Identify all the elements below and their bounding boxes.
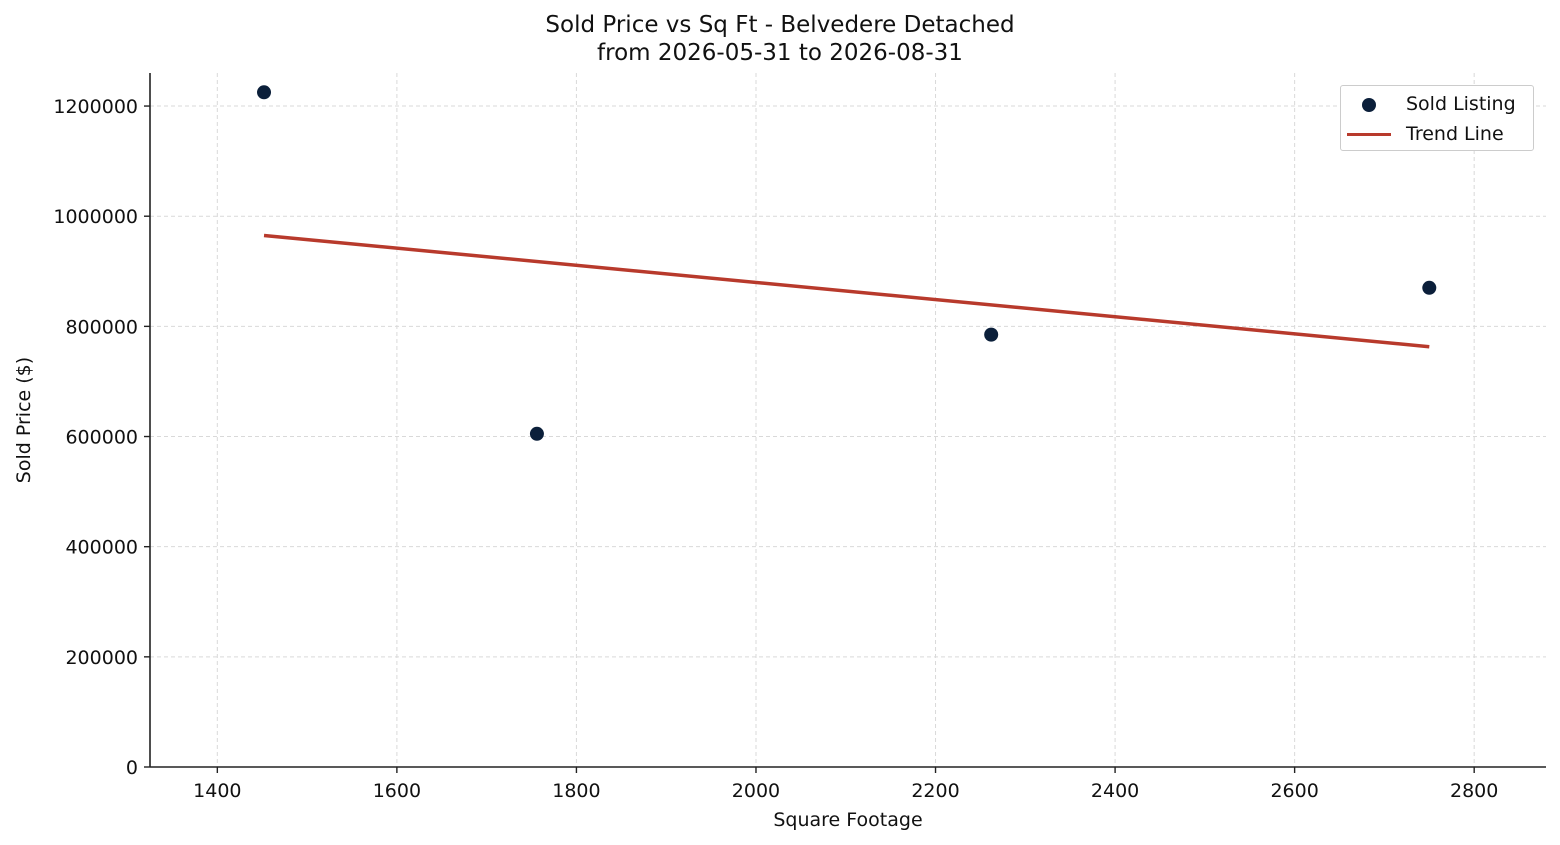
legend-item-sold-listing: Sold Listing <box>1341 89 1533 119</box>
y-tick-label: 1000000 <box>53 206 138 228</box>
y-tick-label: 400000 <box>65 537 138 559</box>
x-tick-label: 1400 <box>193 780 241 802</box>
legend-label-trend-line: Trend Line <box>1406 123 1504 145</box>
legend-item-trend-line: Trend Line <box>1341 119 1533 149</box>
data-point <box>529 426 544 441</box>
y-tick-label: 200000 <box>65 647 138 669</box>
trend-line <box>263 233 1430 349</box>
y-tick-label: 800000 <box>65 316 138 338</box>
legend: Sold Listing Trend Line <box>1340 85 1534 151</box>
chart-subtitle: from 2026-05-31 to 2026-08-31 <box>597 40 963 66</box>
data-point <box>984 327 999 342</box>
x-tick-label: 2200 <box>911 780 959 802</box>
y-tick-label: 600000 <box>65 427 138 449</box>
x-tick-label: 1600 <box>373 780 421 802</box>
y-axis-label: Sold Price ($) <box>13 357 35 483</box>
legend-marker-trend-line <box>1347 133 1391 136</box>
data-point <box>257 85 272 100</box>
x-tick-label: 2800 <box>1450 780 1498 802</box>
x-tick-label: 1800 <box>552 780 600 802</box>
data-layer <box>257 85 1437 441</box>
grid-layer <box>150 73 1546 768</box>
x-tick-label: 2600 <box>1270 780 1318 802</box>
legend-marker-sold-listing <box>1362 98 1376 112</box>
y-tick-label: 1200000 <box>53 96 138 118</box>
x-tick-label: 2400 <box>1091 780 1139 802</box>
y-tick-label: 0 <box>126 757 138 779</box>
x-axis-label: Square Footage <box>773 809 922 831</box>
data-point <box>1422 280 1437 295</box>
chart-title: Sold Price vs Sq Ft - Belvedere Detached <box>545 12 1015 38</box>
x-tick-label: 2000 <box>732 780 780 802</box>
axes-layer: 1400 1600 1800 2000 2200 2400 2600 2800 0 200000 4… <box>53 73 1546 802</box>
legend-label-sold-listing: Sold Listing <box>1406 93 1516 115</box>
